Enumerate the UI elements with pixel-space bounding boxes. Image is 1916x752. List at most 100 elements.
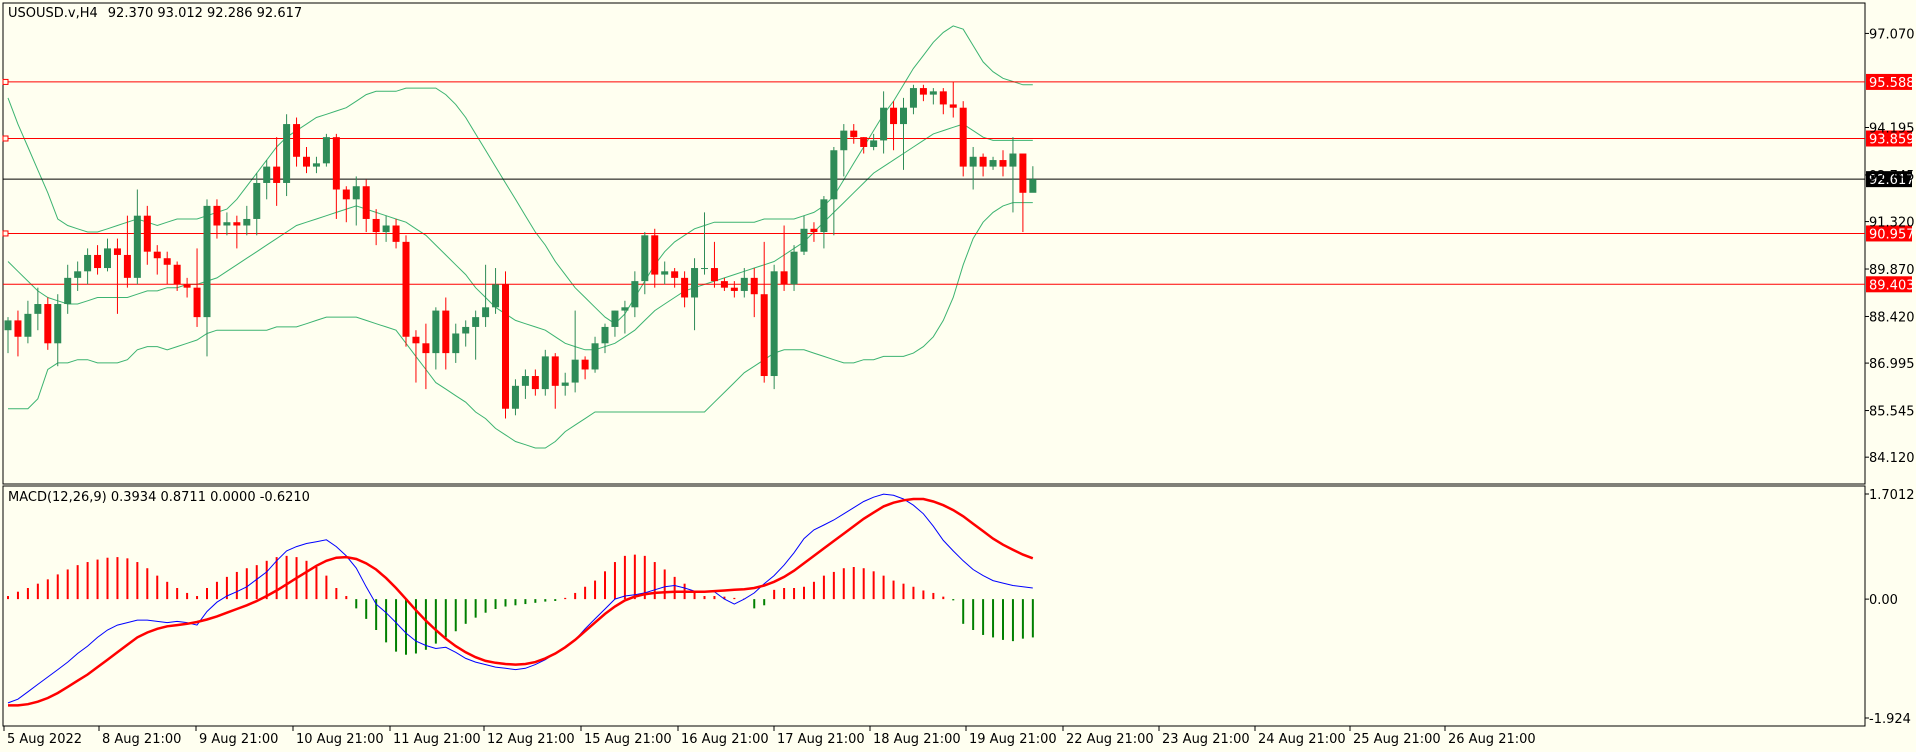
candle-body: [163, 258, 171, 265]
candle-body: [909, 88, 917, 108]
time-tick-label: 16 Aug 21:00: [681, 732, 769, 747]
candle-body: [661, 271, 669, 275]
candle-body: [730, 287, 738, 291]
time-tick-label: 25 Aug 21:00: [1353, 732, 1441, 747]
candle-body: [482, 307, 490, 318]
candle-body: [362, 186, 370, 219]
candle-body: [750, 277, 758, 295]
candle-body: [432, 310, 440, 354]
candle-body: [233, 222, 241, 226]
price-tick-label: 89.870: [1869, 263, 1915, 278]
candle-body: [472, 317, 480, 327]
level-price-tag: [1866, 130, 1912, 147]
ohlc-values: 92.370 93.012 92.286 92.617: [108, 6, 302, 21]
candle-body: [273, 166, 281, 183]
candle-body: [959, 107, 967, 167]
candle-body: [1029, 179, 1037, 193]
level-price-label: 93.859: [1869, 132, 1915, 147]
candle-body: [681, 277, 689, 298]
bollinger-lower-line: [8, 202, 1033, 449]
candle-body: [402, 241, 410, 337]
candle-body: [203, 205, 211, 318]
candle-body: [999, 160, 1007, 167]
time-tick-label: 22 Aug 21:00: [1066, 732, 1154, 747]
price-tick-label: 97.070: [1869, 27, 1915, 42]
candle-body: [919, 88, 927, 95]
symbol-label: USOUSD.v,H4: [8, 6, 98, 21]
candle-body: [790, 251, 798, 285]
candle-body: [601, 326, 609, 344]
time-tick-label: 19 Aug 21:00: [969, 732, 1057, 747]
candle-body: [133, 215, 141, 278]
candle-body: [651, 235, 659, 275]
candle-body: [253, 182, 261, 219]
candle-body: [312, 163, 320, 167]
candle-body: [890, 107, 898, 125]
time-tick-label: 26 Aug 21:00: [1448, 732, 1536, 747]
candle-body: [64, 277, 72, 305]
candle-body: [571, 359, 579, 383]
candle-body: [322, 137, 330, 164]
candle-body: [213, 205, 221, 226]
time-tick-label: 9 Aug 21:00: [199, 732, 278, 747]
time-tick-label: 5 Aug 2022: [7, 732, 82, 747]
candle-body: [800, 228, 808, 252]
candle-body: [939, 91, 947, 105]
candle-body: [551, 356, 559, 386]
level-anchor[interactable]: [2, 135, 9, 142]
candle-body: [123, 254, 131, 278]
time-tick-label: 10 Aug 21:00: [296, 732, 384, 747]
candle-body: [860, 137, 868, 147]
candle-body: [74, 271, 82, 278]
candle-body: [173, 264, 181, 285]
candle-body: [54, 304, 62, 344]
level-anchor[interactable]: [2, 78, 9, 85]
candle-body: [521, 376, 529, 386]
candle-body: [969, 156, 977, 167]
candle-body: [511, 385, 519, 409]
candle-body: [153, 251, 161, 259]
candle-body: [979, 156, 987, 167]
candle-body: [810, 228, 818, 233]
level-price-label: 90.957: [1869, 227, 1915, 242]
candle-body: [760, 294, 768, 377]
price-tick-label: 84.120: [1869, 451, 1915, 466]
candle-body: [710, 268, 718, 282]
candle-body: [671, 271, 679, 278]
level-anchor[interactable]: [2, 230, 9, 237]
candle-body: [452, 333, 460, 354]
candle-body: [880, 107, 888, 141]
bollinger-middle-line: [7, 123, 1033, 351]
candle-body: [641, 235, 649, 282]
time-axis: 5 Aug 2022 8 Aug 21:00 9 Aug 21:00 10 Aug 2…: [3, 726, 1536, 747]
candle-body: [591, 343, 599, 370]
candle-body: [113, 248, 121, 255]
candle-body: [989, 160, 997, 167]
candle-body: [541, 356, 549, 390]
level-price-tag: [1866, 73, 1912, 90]
candle-body: [183, 284, 191, 288]
macd-axis: 1.7012 0.00 -1.924: [1865, 488, 1915, 727]
candle-body: [531, 376, 539, 390]
macd-line: [7, 493, 1033, 704]
candle-body: [332, 137, 340, 190]
time-tick-label: 18 Aug 21:00: [873, 732, 961, 747]
candle-body: [929, 91, 937, 95]
candle-body: [442, 310, 450, 354]
candle-body: [740, 277, 748, 291]
price-axis: 95.588 93.859 92.617 90.957 89.403 97.070 94.1…: [1865, 27, 1915, 466]
candle-body: [34, 304, 42, 314]
candle-body: [820, 199, 828, 233]
candle-body: [342, 189, 350, 200]
candle-body: [4, 320, 12, 331]
macd-tick-label: 1.7012: [1869, 488, 1915, 503]
macd-pane-frame: [2, 485, 1866, 727]
candle-body: [611, 310, 619, 327]
candle-body: [352, 186, 360, 200]
level-price-label: 92.617: [1869, 173, 1915, 188]
macd-tick-label: -1.924: [1869, 712, 1911, 727]
time-tick-label: 15 Aug 21:00: [584, 732, 672, 747]
candle-body: [850, 130, 858, 138]
